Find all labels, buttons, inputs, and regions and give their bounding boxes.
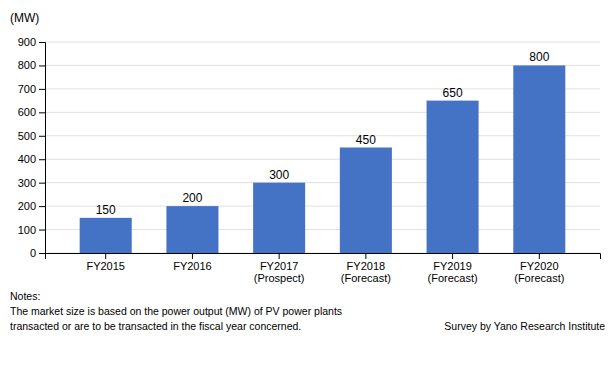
y-tick-label: 900 (18, 36, 36, 48)
bars (80, 65, 566, 253)
bar (427, 101, 479, 253)
y-tick-mark (39, 206, 45, 207)
source-note: Survey by Yano Research Institute (444, 320, 605, 332)
data-label: 300 (269, 168, 289, 182)
chart: 0 100 200 300 400 500 600 700 800 900 FY2015 FY2016… (0, 0, 615, 368)
y-tick-label: 0 (30, 247, 36, 259)
y-tick-label: 100 (18, 224, 36, 236)
x-tick-label: FY2018(Forecast) (341, 260, 391, 285)
y-tick-mark (39, 253, 45, 254)
bar (513, 65, 565, 253)
x-tick-mark (452, 253, 453, 259)
x-axis-line (46, 254, 601, 260)
y-axis: 0 100 200 300 400 500 600 700 800 900 (18, 36, 46, 259)
y-tick: 700 (18, 83, 45, 95)
y-tick-mark (39, 159, 45, 160)
data-label: 450 (356, 133, 376, 147)
y-tick-mark (39, 42, 45, 43)
x-tick-mark (105, 253, 106, 259)
x-tick-label: FY2017(Prospect) (254, 260, 305, 285)
grid-line (45, 42, 600, 43)
bar (80, 218, 132, 253)
y-tick-label: 600 (18, 106, 36, 118)
y-tick: 200 (18, 200, 45, 212)
y-tick-label: 200 (18, 200, 36, 212)
y-tick: 100 (18, 224, 45, 236)
y-tick-label: 300 (18, 177, 36, 189)
y-axis-line (39, 43, 46, 254)
x-tick-mark (279, 253, 280, 259)
y-tick: 0 (30, 247, 45, 259)
data-labels: 150 200 300 450 650 800 (96, 50, 550, 216)
bar (340, 148, 392, 254)
note-line: transacted or are to be transacted in th… (10, 320, 301, 332)
y-axis-label: (MW) (10, 11, 39, 25)
y-tick-mark (39, 230, 45, 231)
y-tick: 400 (18, 153, 45, 165)
y-tick-label: 700 (18, 83, 36, 95)
data-label: 800 (529, 50, 549, 64)
bar (253, 183, 305, 253)
x-tick: FY2016 (173, 253, 212, 272)
note-line: Notes: (10, 290, 40, 302)
data-label: 650 (443, 86, 463, 100)
x-tick-mark (539, 253, 540, 259)
x-tick-label: FY2019(Forecast) (428, 260, 478, 285)
y-tick-mark (39, 112, 45, 113)
data-label: 200 (182, 191, 202, 205)
y-tick-mark (39, 136, 45, 137)
x-tick-mark (365, 253, 366, 259)
y-tick-mark (39, 89, 45, 90)
data-label: 150 (96, 203, 116, 217)
y-tick: 300 (18, 177, 45, 189)
x-tick-label: FY2015 (86, 260, 125, 272)
x-axis: FY2015 FY2016 FY2017(Prospect) FY2018(Forec… (46, 253, 601, 284)
x-tick: FY2015 (86, 253, 125, 272)
note-line: The market size is based on the power ou… (10, 305, 342, 317)
x-tick: FY2019(Forecast) (428, 253, 478, 284)
bar (166, 206, 218, 253)
y-tick-mark (39, 65, 45, 66)
x-tick: FY2017(Prospect) (254, 253, 305, 284)
y-tick: 500 (18, 130, 45, 142)
x-tick-mark (192, 253, 193, 259)
y-tick-label: 800 (18, 59, 36, 71)
plot: 0 100 200 300 400 500 600 700 800 900 FY2015 FY2016… (18, 36, 601, 284)
grid (45, 42, 600, 253)
y-tick-label: 400 (18, 153, 36, 165)
notes: Notes: The market size is based on the po… (10, 290, 605, 332)
y-tick: 600 (18, 106, 45, 118)
x-tick: FY2020(Forecast) (514, 253, 564, 284)
x-tick: FY2018(Forecast) (341, 253, 391, 284)
x-tick-label: FY2020(Forecast) (514, 260, 564, 285)
y-tick-mark (39, 183, 45, 184)
y-tick: 900 (18, 36, 45, 48)
y-tick: 800 (18, 59, 45, 71)
x-tick-label: FY2016 (173, 260, 212, 272)
y-tick-label: 500 (18, 130, 36, 142)
